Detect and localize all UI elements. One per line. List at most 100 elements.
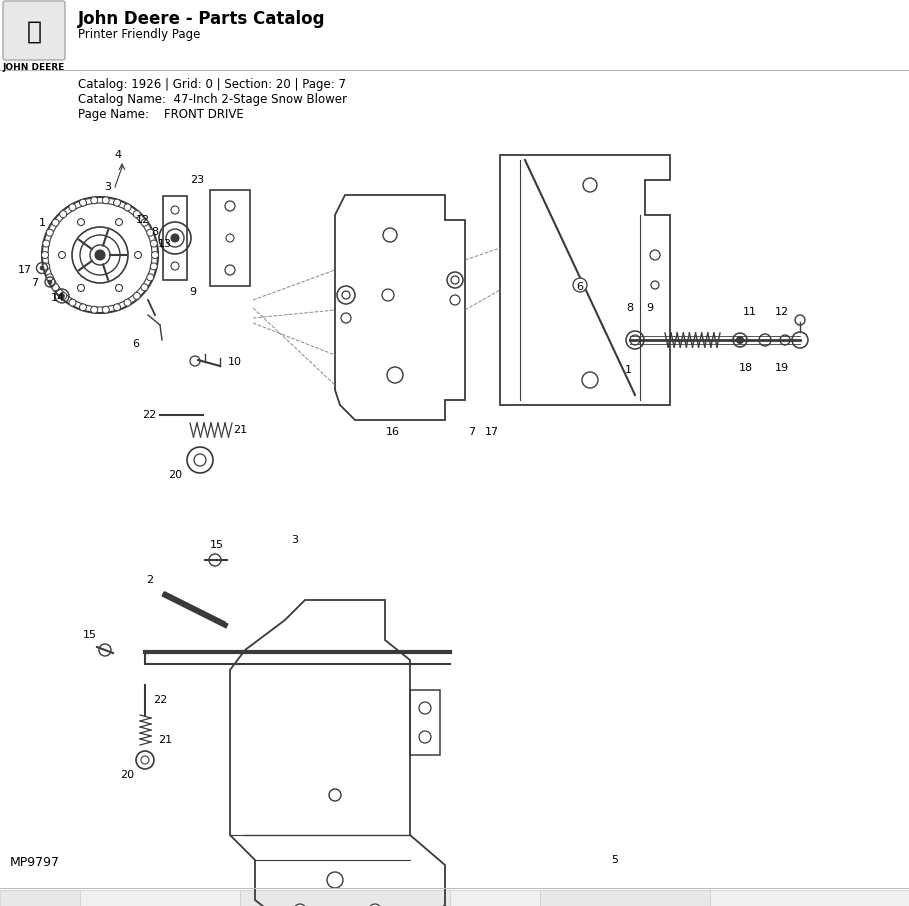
Circle shape [134, 293, 140, 299]
Circle shape [69, 204, 76, 211]
Text: Page Name:    FRONT DRIVE: Page Name: FRONT DRIVE [78, 108, 244, 121]
Circle shape [91, 306, 98, 313]
Text: 10: 10 [228, 357, 242, 367]
Text: 9: 9 [646, 303, 654, 313]
Circle shape [573, 278, 587, 292]
Text: 8: 8 [626, 303, 634, 313]
Circle shape [115, 218, 123, 226]
Text: 12: 12 [775, 307, 789, 317]
Circle shape [141, 756, 149, 764]
Text: 4: 4 [115, 150, 122, 160]
Text: 21: 21 [233, 425, 247, 435]
Circle shape [294, 904, 306, 906]
Text: 🦌: 🦌 [26, 20, 42, 44]
Circle shape [369, 904, 381, 906]
Text: 6: 6 [133, 339, 139, 349]
Bar [0, 890, 80, 906]
Bar [410, 690, 440, 755]
Circle shape [42, 252, 48, 258]
Text: 1: 1 [624, 365, 632, 375]
Text: Printer Friendly Page: Printer Friendly Page [78, 28, 200, 41]
Circle shape [95, 250, 105, 260]
Text: 17: 17 [18, 265, 32, 275]
FancyBboxPatch shape [3, 1, 65, 60]
Circle shape [58, 252, 65, 258]
Text: 23: 23 [190, 175, 204, 185]
Circle shape [383, 228, 397, 242]
Text: 15: 15 [210, 540, 224, 550]
Circle shape [226, 234, 234, 242]
Text: 20: 20 [168, 470, 182, 480]
Circle shape [102, 197, 109, 204]
Circle shape [419, 702, 431, 714]
Circle shape [146, 229, 154, 236]
Circle shape [79, 199, 86, 207]
Circle shape [329, 789, 341, 801]
Circle shape [150, 240, 157, 247]
Circle shape [69, 299, 76, 306]
Circle shape [152, 252, 158, 258]
Text: MP9797: MP9797 [10, 855, 60, 869]
Bar [540, 890, 710, 906]
Bar [450, 890, 540, 906]
Circle shape [582, 372, 598, 388]
Circle shape [583, 178, 597, 192]
Bar [240, 890, 450, 906]
Circle shape [387, 367, 403, 383]
Circle shape [736, 336, 744, 343]
Circle shape [40, 266, 44, 270]
Circle shape [327, 872, 343, 888]
Text: 7: 7 [32, 278, 38, 288]
Circle shape [382, 289, 394, 301]
Circle shape [52, 284, 59, 291]
Text: 3: 3 [292, 535, 298, 545]
Circle shape [114, 199, 121, 207]
Text: 21: 21 [158, 735, 172, 745]
Circle shape [46, 229, 54, 236]
Text: 20: 20 [120, 770, 134, 780]
Text: Catalog Name:  47-Inch 2-Stage Snow Blower: Catalog Name: 47-Inch 2-Stage Snow Blowe… [78, 93, 347, 106]
Circle shape [77, 284, 85, 292]
Text: 6: 6 [576, 282, 584, 292]
Circle shape [91, 197, 98, 204]
Text: 5: 5 [612, 855, 618, 865]
Circle shape [124, 204, 131, 211]
Circle shape [141, 284, 148, 291]
Text: 9: 9 [189, 287, 196, 297]
Circle shape [52, 219, 59, 226]
Text: 12: 12 [136, 215, 150, 225]
Circle shape [171, 206, 179, 214]
Circle shape [146, 274, 154, 281]
Text: 3: 3 [105, 182, 112, 192]
Circle shape [43, 263, 50, 270]
Circle shape [59, 294, 65, 298]
Bar [80, 890, 240, 906]
Text: John Deere - Parts Catalog: John Deere - Parts Catalog [78, 10, 325, 28]
Text: 11: 11 [743, 307, 757, 317]
Circle shape [225, 265, 235, 275]
Circle shape [77, 218, 85, 226]
Text: Catalog: 1926 | Grid: 0 | Section: 20 | Page: 7: Catalog: 1926 | Grid: 0 | Section: 20 | … [78, 78, 346, 91]
Text: 8: 8 [152, 227, 158, 237]
Text: 15: 15 [83, 630, 97, 640]
Text: 1: 1 [38, 218, 45, 228]
Text: JOHN DEERE: JOHN DEERE [3, 63, 65, 72]
Circle shape [171, 234, 179, 242]
Circle shape [124, 299, 131, 306]
Circle shape [46, 274, 54, 281]
Circle shape [225, 201, 235, 211]
Circle shape [419, 731, 431, 743]
Circle shape [102, 306, 109, 313]
Text: 2: 2 [146, 575, 154, 585]
Text: 13: 13 [158, 239, 172, 249]
Bar [710, 890, 909, 906]
Circle shape [141, 219, 148, 226]
Text: 16: 16 [386, 427, 400, 437]
Circle shape [171, 262, 179, 270]
Circle shape [134, 210, 140, 217]
Text: 19: 19 [775, 363, 789, 373]
Circle shape [135, 252, 142, 258]
Circle shape [115, 284, 123, 292]
Text: 14: 14 [51, 293, 65, 303]
Circle shape [150, 263, 157, 270]
